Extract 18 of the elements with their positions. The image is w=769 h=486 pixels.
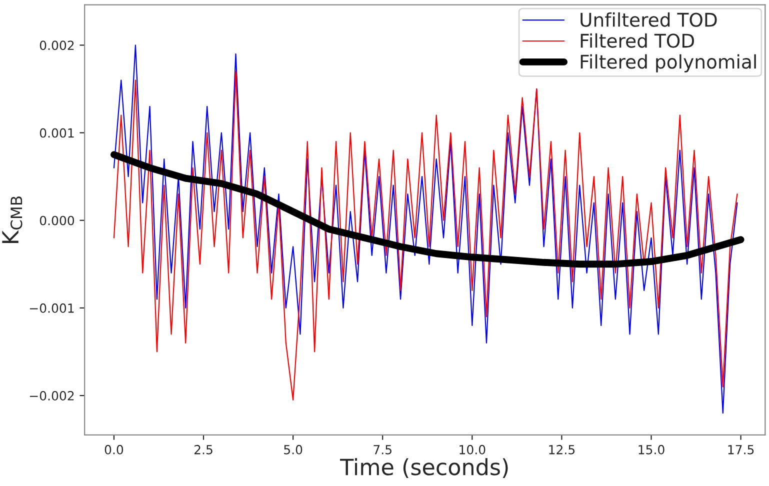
x-tick-label: 5.0 [284,444,302,454]
x-tick-label: 0.0 [104,444,124,454]
y-tick-label: 0.000 [40,216,74,226]
y-tick-label: −0.002 [30,391,74,400]
y-tick-label: 0.002 [40,40,74,50]
legend-label: Filtered TOD [580,33,694,48]
y-tick-label: 0.001 [40,128,74,138]
y-axis-title: K$_{CMB}$ [2,196,22,243]
x-tick-label: 2.5 [194,444,212,454]
legend-label: Filtered polynomial [580,54,756,72]
legend-label: Unfiltered TOD [580,12,717,27]
x-tick-label: 12.5 [549,444,575,454]
x-axis-title: Time (seconds) [340,458,508,478]
y-tick-label: −0.001 [30,303,74,313]
x-tick-label: 7.5 [374,445,392,454]
x-tick-label: 17.5 [728,445,754,454]
x-tick-label: 10.0 [460,444,486,454]
x-tick-label: 15.0 [638,444,664,454]
